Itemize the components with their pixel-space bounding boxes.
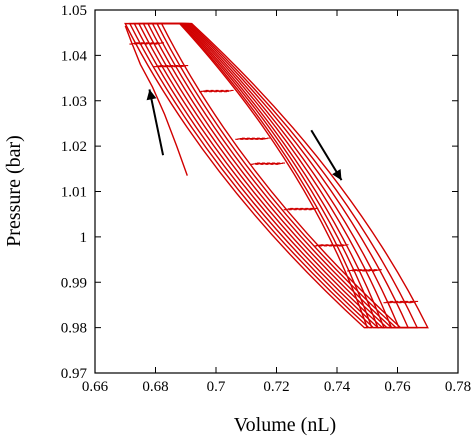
series-layer	[124, 22, 429, 329]
y-tick-label: 1	[80, 230, 88, 246]
y-tick-label: 1.03	[61, 94, 87, 110]
y-tick-label: 0.97	[61, 366, 88, 382]
y-tick-label: 1.05	[61, 3, 87, 19]
x-tick-label: 0.66	[82, 379, 109, 395]
series-loop-6	[146, 22, 401, 329]
arrow-shaft-1	[148, 89, 165, 156]
x-tick-label: 0.74	[324, 379, 351, 395]
x-tick-label: 0.68	[142, 379, 168, 395]
x-tick-label: 0.7	[207, 379, 226, 395]
arrow-head-1	[146, 89, 157, 101]
x-tick-label: 0.76	[384, 379, 411, 395]
annotation-layer	[146, 89, 343, 181]
series-loop-1	[124, 22, 369, 329]
series-loop-3	[133, 22, 379, 329]
y-tick-label: 1.02	[61, 139, 87, 155]
series-loop-7	[151, 22, 410, 329]
y-tick-label: 1.04	[61, 48, 88, 64]
series-loop-9	[160, 22, 429, 329]
tick-layer: 0.66 0.68 0.7 0.72 0.74 0.76 0.78 0.97 0.98 0.99 1…	[61, 3, 471, 395]
series-initial-branch	[124, 25, 188, 176]
series-loop-2	[128, 22, 373, 329]
y-tick-label: 1.01	[61, 185, 87, 201]
y-axis-label: Pressure (bar)	[3, 135, 25, 247]
arrow-head-2	[332, 169, 342, 181]
x-tick-label: 0.72	[263, 379, 289, 395]
y-tick-label: 0.98	[61, 321, 87, 337]
x-tick-label: 0.78	[445, 379, 471, 395]
y-tick-label: 0.99	[61, 275, 87, 291]
series-loop-4	[137, 22, 385, 329]
x-axis-label: Volume (nL)	[234, 414, 336, 436]
